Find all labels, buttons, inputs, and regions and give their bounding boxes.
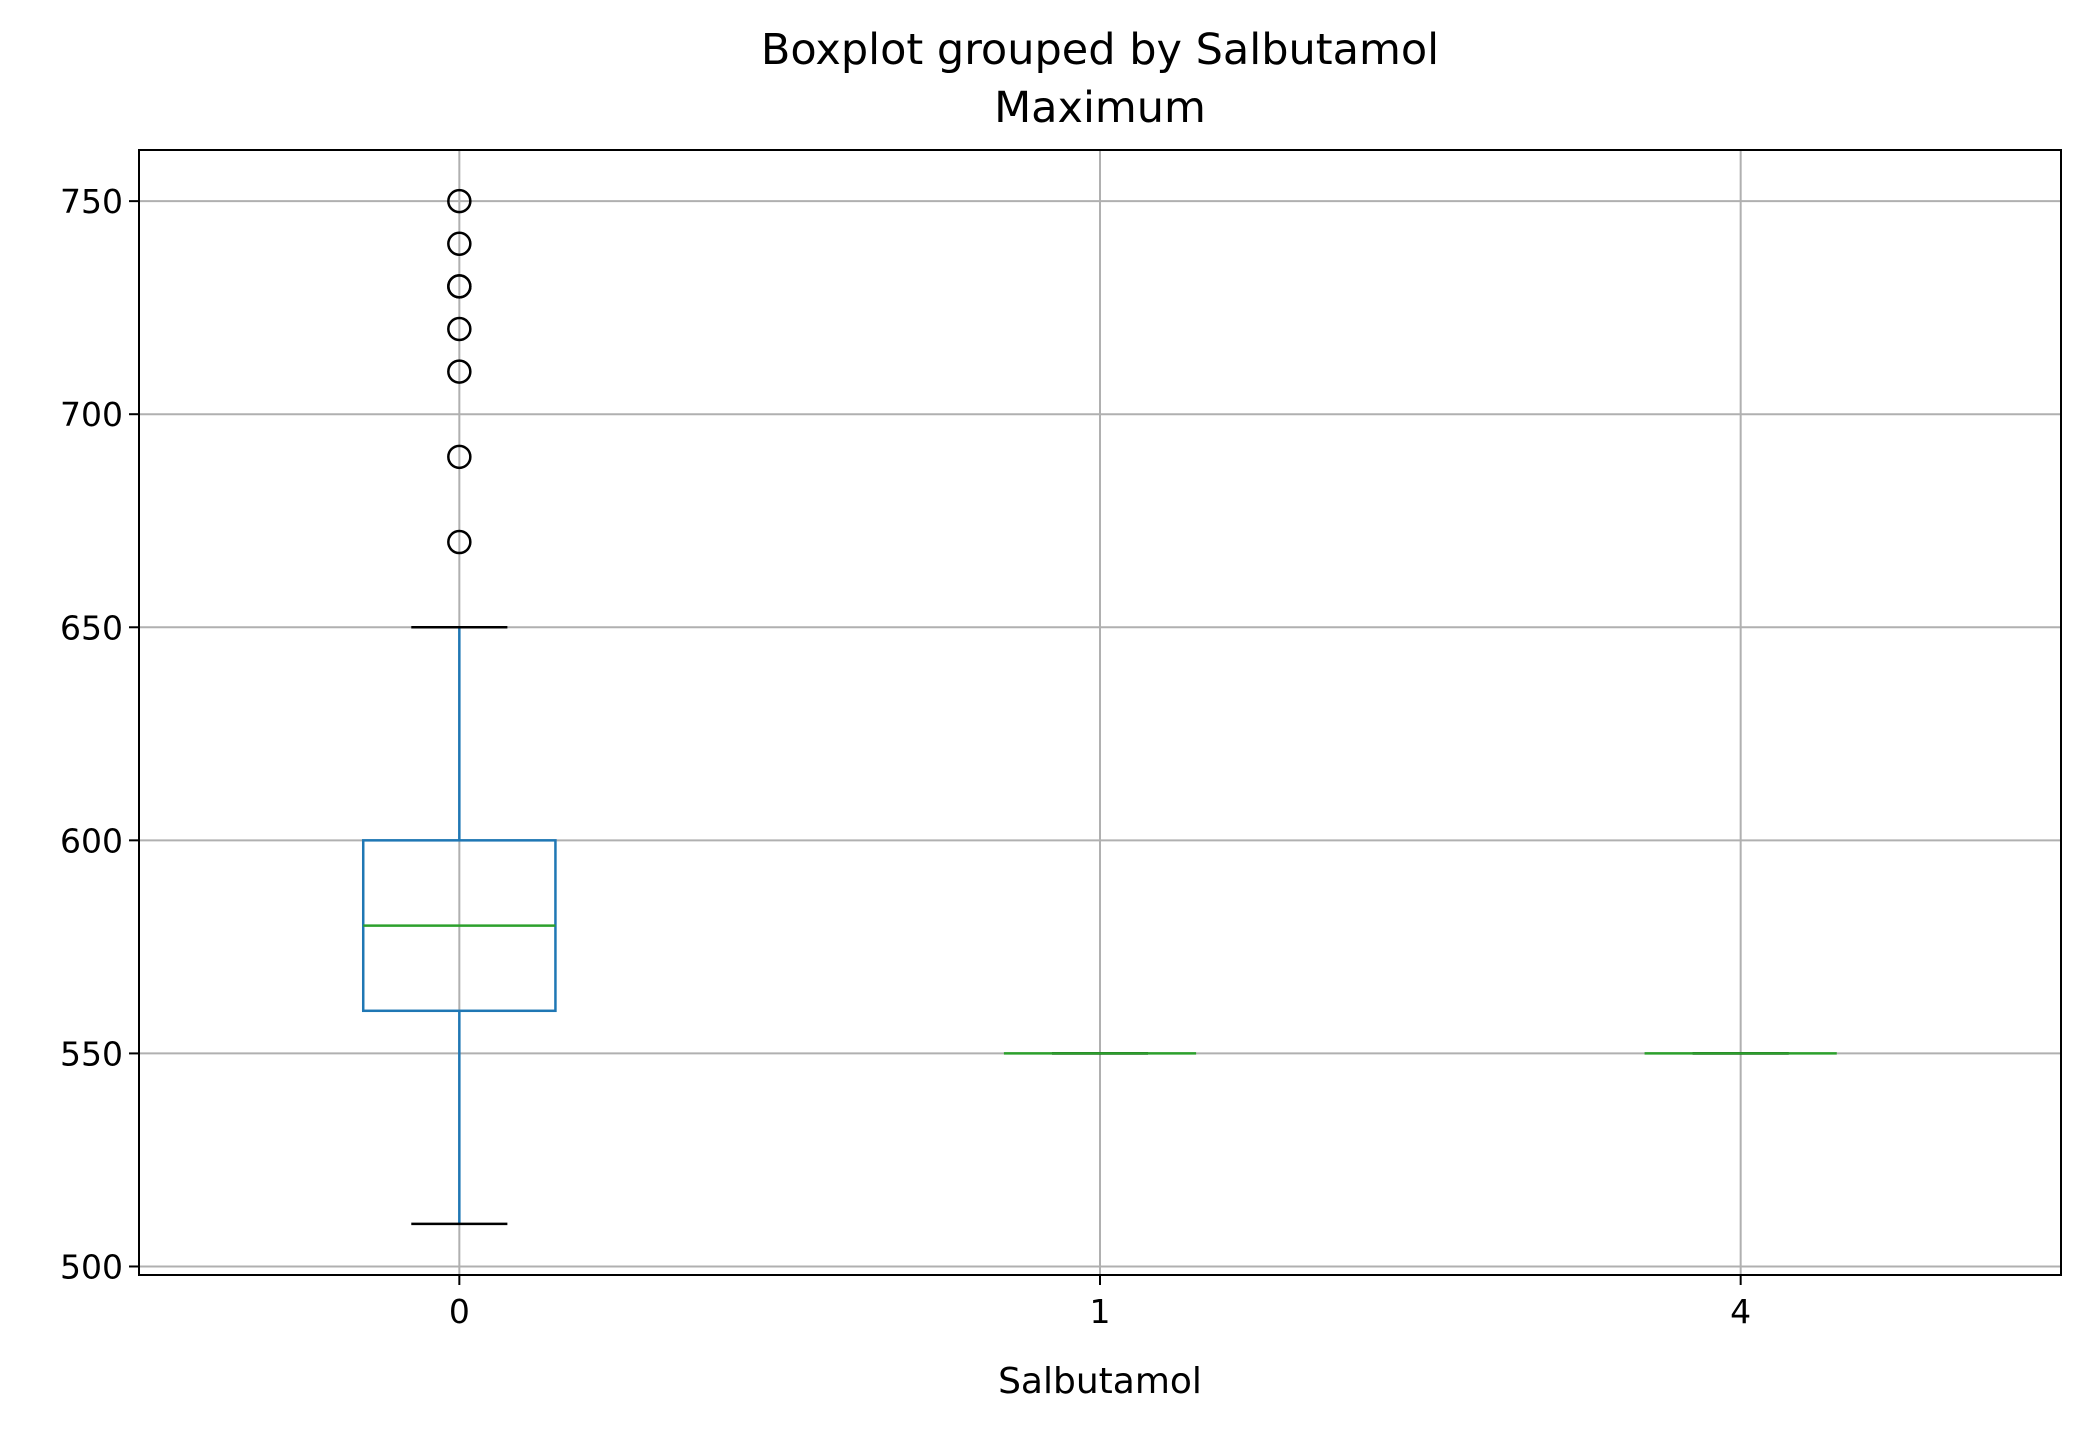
y-tick-label: 700 <box>60 395 123 434</box>
x-tick-label: 0 <box>449 1292 470 1331</box>
axis-ticks: 500 550 600 650 700 750 0 1 4 <box>60 182 1751 1331</box>
outlier-point <box>447 529 472 555</box>
y-tick-label: 600 <box>60 821 123 860</box>
y-tick-label: 500 <box>60 1247 123 1286</box>
box-group-0 <box>361 188 557 1226</box>
outlier-point <box>447 316 472 342</box>
x-tick-label: 4 <box>1730 1292 1751 1331</box>
boxes <box>361 188 1837 1226</box>
outlier-point <box>447 188 472 214</box>
x-axis-label: Salbutamol <box>998 1361 1202 1402</box>
grid-lines <box>139 150 2061 1275</box>
chart-suptitle: Boxplot grouped by Salbutamol <box>761 25 1439 75</box>
y-tick-label: 650 <box>60 608 123 647</box>
outlier-point <box>447 231 472 256</box>
outlier-point <box>447 359 472 384</box>
outlier-point <box>447 444 472 470</box>
chart-title: Maximum <box>994 83 1206 133</box>
outlier-point <box>447 274 472 299</box>
x-tick-label: 1 <box>1090 1292 1111 1331</box>
y-tick-label: 750 <box>60 182 123 221</box>
y-tick-label: 550 <box>60 1034 123 1073</box>
